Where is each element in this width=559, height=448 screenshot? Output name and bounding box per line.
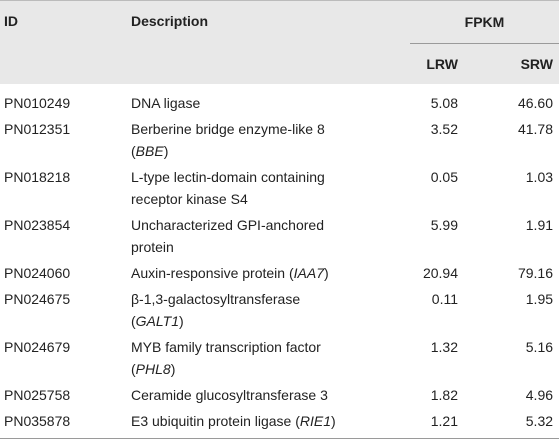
value-cell: 41.78 [517,121,554,137]
description-line: (GALT1) [131,310,410,332]
description-text: β-1,3-galactosyltransferase [131,291,301,307]
table-row: PN010249 DNA ligase 5.08 46.60 [0,84,559,116]
id-cell: PN018218 [4,169,71,185]
value-cell: 79.16 [517,265,554,281]
value-cell: 1.32 [430,339,458,355]
description-cell: MYB family transcription factor (PHL8) [131,334,410,382]
description-line: β-1,3-galactosyltransferase [131,288,410,310]
description-text: protein [131,239,174,255]
gene-name: PHL8 [135,361,171,377]
description-cell: Berberine bridge enzyme-like 8 (BBE) [131,116,410,164]
value-cell: 0.11 [431,291,458,307]
table-row: PN024675 β-1,3-galactosyltransferase (GALT… [0,286,559,334]
description-line: receptor kinase S4 [131,188,410,210]
description-text: ) [163,143,169,159]
description-line: (BBE) [131,140,410,162]
description-line: Ceramide glucosyltransferase 3 [131,384,410,406]
description-text: ( [131,313,136,329]
gene-name: RIE1 [299,413,332,429]
gene-name: BBE [135,143,164,159]
id-cell: PN023854 [4,217,71,233]
description-text: MYB family transcription factor [131,339,321,355]
value-cell: 5.32 [458,408,559,439]
table-row: PN024060 Auxin-responsive protein (IAA7) 2… [0,260,559,286]
description-text: L-type lectin-domain containing [131,169,325,185]
id-header: ID [0,0,131,84]
value-cell: 20.94 [422,265,458,281]
description-line: L-type lectin-domain containing [131,166,410,188]
value-cell: 46.60 [517,95,554,111]
description-text: ) [178,313,184,329]
description-text: ) [331,413,336,429]
value-cell: 1.82 [430,387,458,403]
description-cell: Uncharacterized GPI-anchored protein [131,212,410,260]
table-row: PN018218 L-type lectin-domain containing r… [0,164,559,212]
table-row: PN025758 Ceramide glucosyltransferase 3 1.… [0,382,559,408]
value-cell: 0.05 [430,169,458,185]
description-text: Auxin-responsive protein ( [131,265,294,281]
description-text: DNA ligase [131,95,201,111]
description-line: E3 ubiquitin protein ligase (RIE1) [131,410,410,432]
description-cell: Ceramide glucosyltransferase 3 [131,382,410,408]
description-line: MYB family transcription factor [131,336,410,358]
value-cell: 1.03 [525,169,554,185]
description-text: ( [131,143,136,159]
description-line: Uncharacterized GPI-anchored [131,214,410,236]
description-text: ( [131,361,136,377]
id-cell: PN024060 [4,265,71,281]
id-cell: PN012351 [4,121,71,137]
id-cell: PN025758 [4,387,71,403]
description-text: ) [170,361,176,377]
data-table: ID Description FPKM LRW SRW PN010249 DNA … [0,0,559,439]
gene-name: IAA7 [293,265,324,281]
table-row: PN012351 Berberine bridge enzyme-like 8 (B… [0,116,559,164]
id-cell: PN010249 [4,95,71,111]
description-cell: L-type lectin-domain containing receptor … [131,164,410,212]
table-header: ID Description FPKM LRW SRW [0,0,559,84]
description-line: (PHL8) [131,358,410,380]
table-row: PN023854 Uncharacterized GPI-anchored prot… [0,212,559,260]
value-cell: 1.95 [525,291,554,307]
value-cell: 5.16 [525,339,554,355]
value-cell: 4.96 [525,387,554,403]
value-cell: 5.08 [430,95,458,111]
description-text: Berberine bridge enzyme-like 8 [131,121,325,137]
group-header: FPKM [410,0,559,44]
id-cell: PN024679 [4,339,71,355]
value-cell: 3.52 [430,121,458,137]
column-header: SRW [458,43,559,84]
value-cell: 1.91 [525,217,554,233]
description-cell: DNA ligase [131,84,410,116]
value-cell: 5.99 [430,217,458,233]
description-text: E3 ubiquitin protein ligase ( [131,413,300,429]
description-header: Description [131,0,410,84]
description-text: ) [324,265,329,281]
gene-name: GALT1 [135,313,179,329]
table-body: PN010249 DNA ligase 5.08 46.60 PN012351 Berbe… [0,84,559,439]
description-cell: E3 ubiquitin protein ligase (RIE1) [131,408,410,439]
table-row: PN035878 E3 ubiquitin protein ligase (RIE… [0,408,559,439]
column-header: LRW [410,43,458,84]
id-cell: PN024675 [4,291,71,307]
description-line: Auxin-responsive protein (IAA7) [131,262,410,284]
description-line: DNA ligase [131,92,410,114]
description-cell: β-1,3-galactosyltransferase (GALT1) [131,286,410,334]
description-text: Ceramide glucosyltransferase 3 [131,387,328,403]
description-line: Berberine bridge enzyme-like 8 [131,118,410,140]
description-line: protein [131,236,410,258]
id-cell: PN035878 [0,408,131,439]
value-cell: 1.21 [410,408,458,439]
table-row: PN024679 MYB family transcription factor (… [0,334,559,382]
description-text: Uncharacterized GPI-anchored [131,217,324,233]
description-text: receptor kinase S4 [131,191,248,207]
description-cell: Auxin-responsive protein (IAA7) [131,260,410,286]
